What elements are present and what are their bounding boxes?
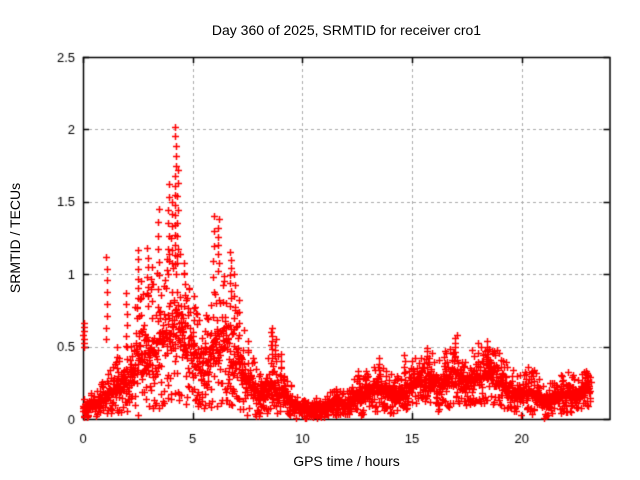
x-axis-label: GPS time / hours <box>293 453 400 469</box>
chart-title: Day 360 of 2025, SRMTID for receiver cro… <box>211 22 482 38</box>
y-axis-label: SRMTID / TECUs <box>7 182 23 294</box>
